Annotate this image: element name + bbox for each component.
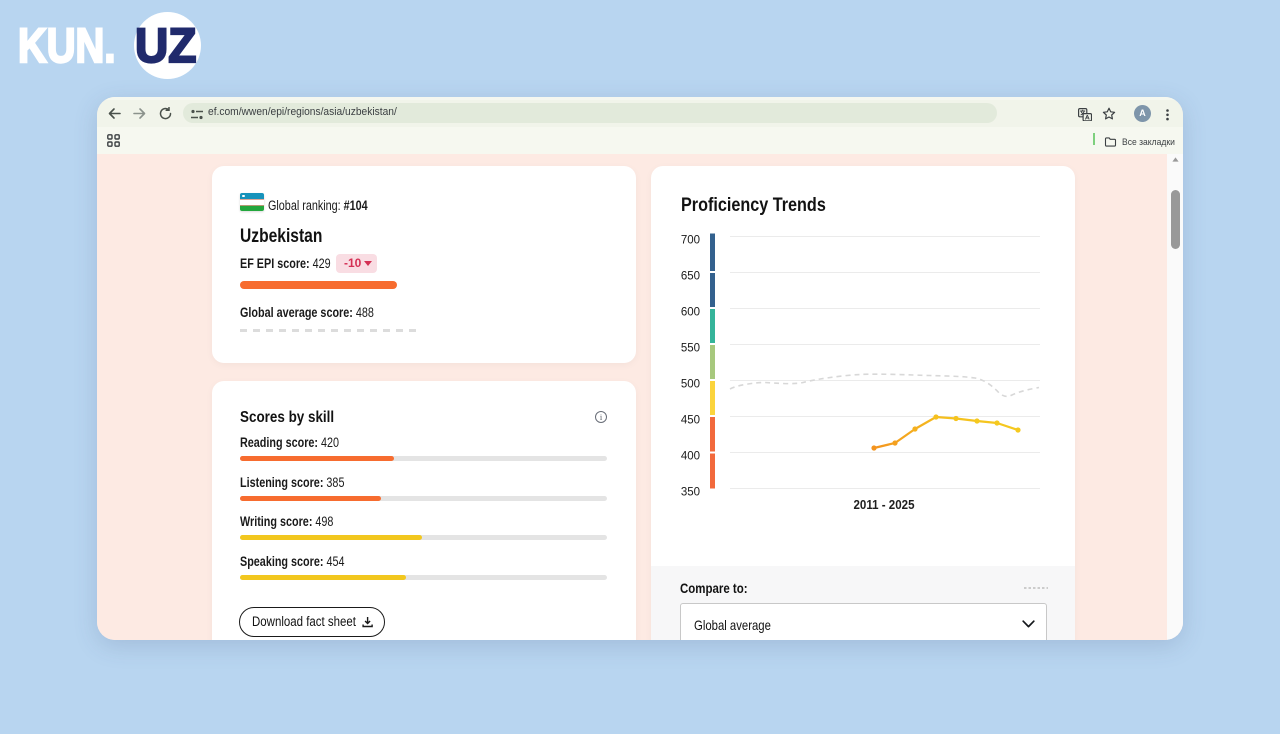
svg-text:400: 400 <box>681 451 700 463</box>
svg-text:700: 700 <box>681 235 700 247</box>
svg-text:2011 - 2025: 2011 - 2025 <box>854 497 915 512</box>
svg-text:600: 600 <box>681 307 700 319</box>
svg-text:500: 500 <box>681 379 700 391</box>
svg-text:350: 350 <box>681 487 700 499</box>
svg-text:550: 550 <box>681 343 700 355</box>
svg-text:450: 450 <box>681 415 700 427</box>
svg-text:650: 650 <box>681 271 700 283</box>
